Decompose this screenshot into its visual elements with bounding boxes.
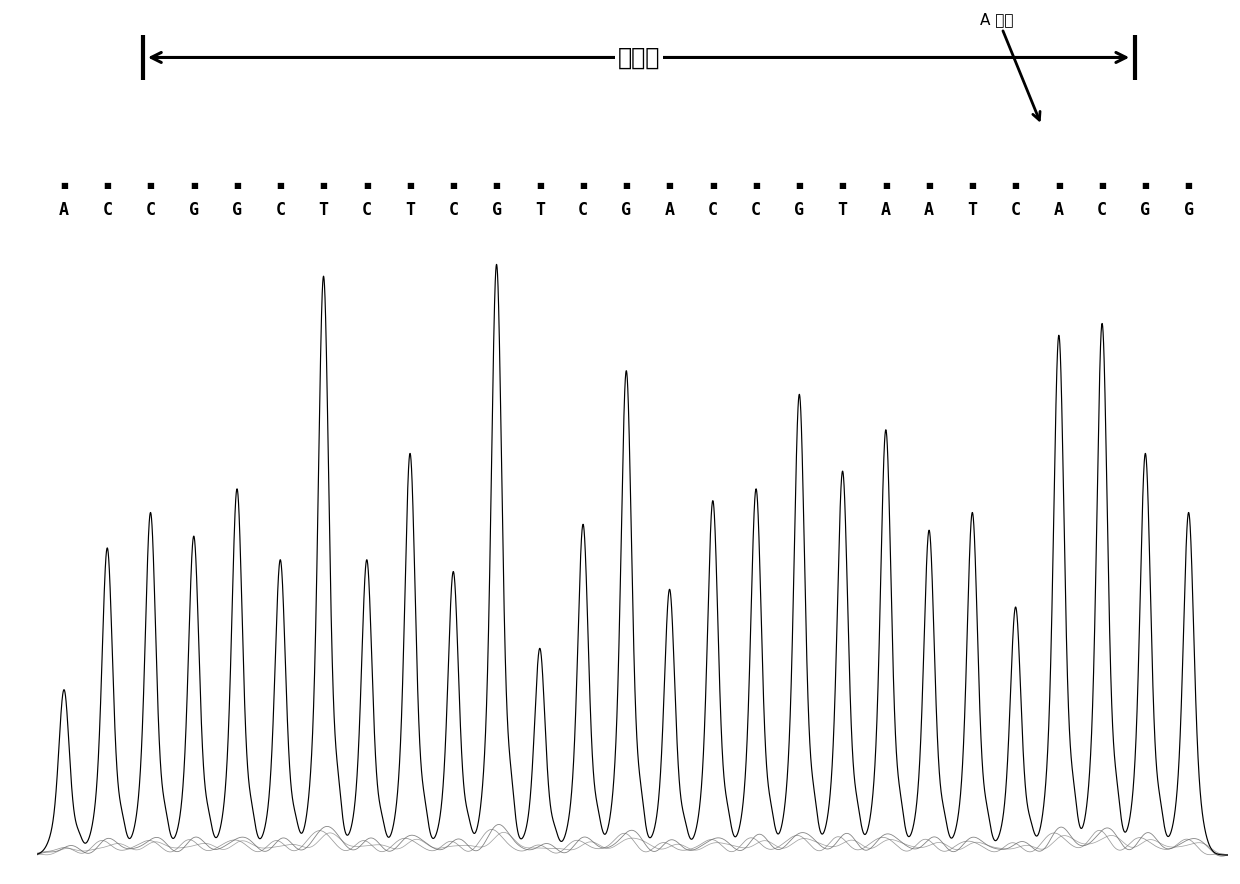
Text: G: G [232, 202, 242, 219]
Text: ■: ■ [1184, 181, 1193, 190]
Text: C: C [275, 202, 285, 219]
Text: G: G [491, 202, 501, 219]
Text: ■: ■ [492, 181, 501, 190]
Text: T: T [534, 202, 544, 219]
Text: ■: ■ [753, 181, 760, 190]
Text: ■: ■ [795, 181, 804, 190]
Text: C: C [1097, 202, 1107, 219]
Text: ■: ■ [277, 181, 284, 190]
Text: ■: ■ [968, 181, 976, 190]
Text: C: C [145, 202, 155, 219]
Text: ■: ■ [536, 181, 543, 190]
Text: ■: ■ [233, 181, 241, 190]
Text: C: C [102, 202, 113, 219]
Text: 靶序列: 靶序列 [618, 45, 660, 70]
Text: T: T [405, 202, 415, 219]
Text: ■: ■ [1141, 181, 1149, 190]
Text: ■: ■ [838, 181, 847, 190]
Text: ■: ■ [407, 181, 414, 190]
Text: ■: ■ [1099, 181, 1106, 190]
Text: ■: ■ [103, 181, 112, 190]
Text: G: G [795, 202, 805, 219]
Text: C: C [449, 202, 459, 219]
Text: T: T [967, 202, 977, 219]
Text: A: A [880, 202, 890, 219]
Text: A: A [924, 202, 934, 219]
Text: C: C [362, 202, 372, 219]
Text: A: A [665, 202, 675, 219]
Text: C: C [1011, 202, 1021, 219]
Text: C: C [751, 202, 761, 219]
Text: ■: ■ [579, 181, 587, 190]
Text: ■: ■ [1055, 181, 1063, 190]
Text: ■: ■ [190, 181, 197, 190]
Text: G: G [1141, 202, 1151, 219]
Text: ■: ■ [60, 181, 68, 190]
Text: C: C [578, 202, 588, 219]
Text: ■: ■ [1012, 181, 1019, 190]
Text: A 插入: A 插入 [980, 12, 1013, 27]
Text: C: C [708, 202, 718, 219]
Text: ■: ■ [449, 181, 458, 190]
Text: ■: ■ [320, 181, 327, 190]
Text: A: A [1054, 202, 1064, 219]
Text: G: G [1184, 202, 1194, 219]
Text: ■: ■ [146, 181, 155, 190]
Text: G: G [621, 202, 631, 219]
Text: ■: ■ [709, 181, 717, 190]
Text: ■: ■ [925, 181, 932, 190]
Text: ■: ■ [363, 181, 371, 190]
Text: T: T [837, 202, 848, 219]
Text: T: T [319, 202, 329, 219]
Text: ■: ■ [882, 181, 890, 190]
Text: A: A [60, 202, 69, 219]
Text: G: G [188, 202, 198, 219]
Text: ■: ■ [622, 181, 630, 190]
Text: ■: ■ [666, 181, 673, 190]
